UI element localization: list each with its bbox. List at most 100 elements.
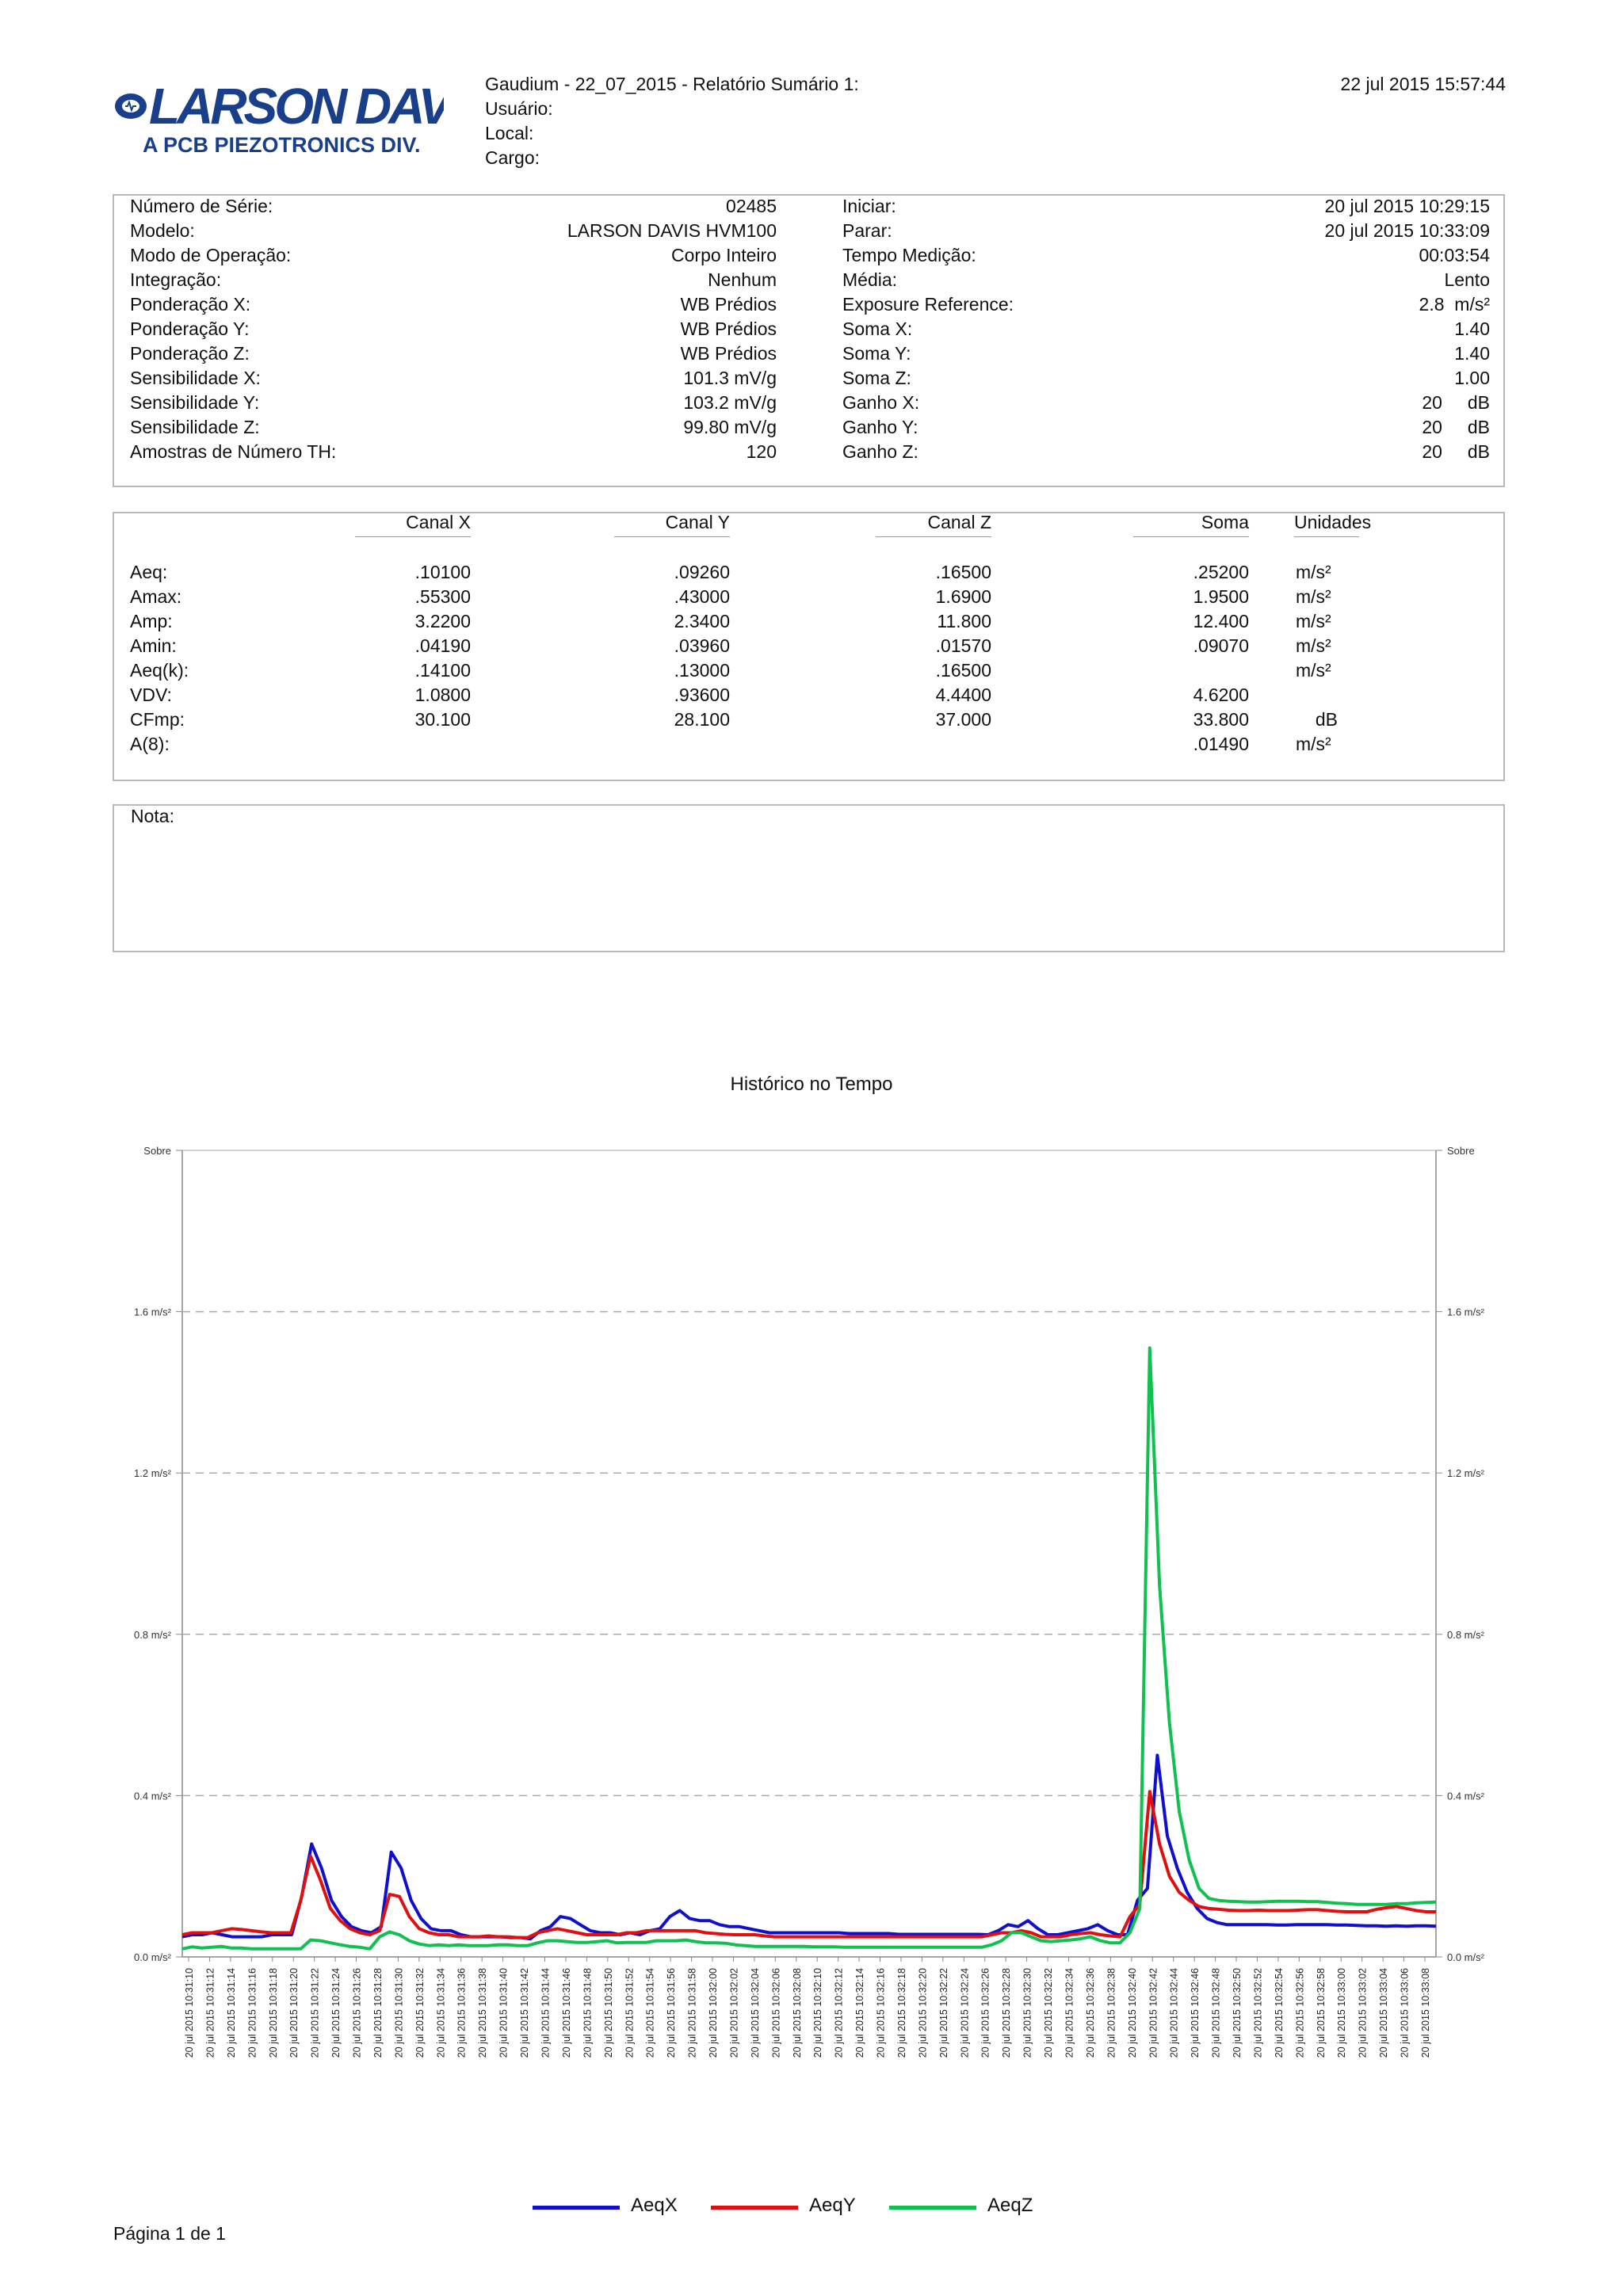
- x-tick-label: 20 jul 2015 10:32:20: [917, 1968, 928, 2058]
- result-row-label: VDV:: [130, 685, 172, 705]
- info-left-label: Integração:: [130, 269, 222, 290]
- x-tick-label: 20 jul 2015 10:32:36: [1085, 1968, 1096, 2058]
- x-tick-label: 20 jul 2015 10:32:04: [750, 1968, 761, 2058]
- logo-sub-text: A PCB PIEZOTRONICS DIV.: [143, 133, 421, 157]
- info-right-value: 00:03:54: [1419, 245, 1490, 265]
- info-right-value: 2.8 m/s²: [1419, 294, 1490, 315]
- result-cell-x: 3.2200: [414, 611, 471, 631]
- x-tick-label: 20 jul 2015 10:32:46: [1190, 1968, 1201, 2058]
- info-right-label: Soma X:: [842, 318, 913, 339]
- x-tick-label: 20 jul 2015 10:31:38: [477, 1968, 488, 2058]
- x-tick-label: 20 jul 2015 10:32:54: [1274, 1968, 1285, 2058]
- column-header: Canal X: [355, 512, 471, 537]
- result-row-label: CFmp:: [130, 709, 185, 730]
- info-left-label: Número de Série:: [130, 196, 273, 216]
- info-left-value: LARSON DAVIS HVM100: [567, 220, 777, 241]
- legend-swatch-aeqx: [533, 2206, 620, 2210]
- x-tick-label: 20 jul 2015 10:31:18: [268, 1968, 279, 2058]
- logo-mark-icon: LARSON DAVIS A PCB PIEZOTRONICS DIV.: [115, 78, 497, 157]
- legend-label-aeqy: AeqY: [809, 2195, 856, 2216]
- column-header: Canal Y: [614, 512, 730, 537]
- info-left-label: Amostras de Número TH:: [130, 441, 337, 462]
- x-tick-label: 20 jul 2015 10:31:30: [393, 1968, 404, 2058]
- legend-item-aeqy: AeqY: [711, 2195, 869, 2218]
- report-datetime: 22 jul 2015 15:57:44: [1340, 74, 1506, 94]
- result-cell-soma: 1.9500: [1193, 586, 1249, 607]
- page-number: Página 1 de 1: [113, 2223, 226, 2244]
- result-cell-unit: m/s²: [1296, 611, 1331, 631]
- series-line-aeqx: [181, 1753, 1437, 1941]
- y-tick-label-right: Sobre: [1447, 1145, 1475, 1157]
- x-tick-label: 20 jul 2015 10:31:56: [666, 1968, 677, 2058]
- legend-label-aeqx: AeqX: [631, 2195, 678, 2216]
- result-cell-z: 1.6900: [935, 586, 991, 607]
- x-tick-label: 20 jul 2015 10:32:12: [834, 1968, 845, 2058]
- legend-item-aeqx: AeqX: [533, 2195, 691, 2218]
- result-cell-x: .55300: [414, 586, 471, 607]
- x-tick-label: 20 jul 2015 10:32:26: [980, 1968, 991, 2058]
- result-cell-unit: dB: [1315, 709, 1338, 730]
- result-cell-z: 37.000: [935, 709, 991, 730]
- usuario-label: Usuário:: [485, 98, 553, 119]
- info-left-label: Ponderação X:: [130, 294, 251, 315]
- x-tick-label: 20 jul 2015 10:31:50: [603, 1968, 614, 2058]
- x-tick-label: 20 jul 2015 10:31:36: [456, 1968, 468, 2058]
- x-tick-label: 20 jul 2015 10:31:48: [582, 1968, 593, 2058]
- x-tick-label: 20 jul 2015 10:32:58: [1316, 1968, 1327, 2058]
- result-row-label: A(8):: [130, 734, 170, 754]
- result-cell-x: .10100: [414, 562, 471, 582]
- info-right-label: Ganho Y:: [842, 417, 918, 437]
- result-cell-z: .01570: [935, 635, 991, 656]
- info-right-value: 20 jul 2015 10:29:15: [1324, 196, 1490, 216]
- y-tick-label-right: 0.4 m/s²: [1447, 1790, 1485, 1802]
- info-left-value: 120: [746, 441, 777, 462]
- x-tick-label: 20 jul 2015 10:31:20: [288, 1968, 300, 2058]
- info-right-value: 20 dB: [1422, 441, 1490, 462]
- result-row-label: Amax:: [130, 586, 182, 607]
- info-right-label: Tempo Medição:: [842, 245, 976, 265]
- info-right-value: 20 jul 2015 10:33:09: [1324, 220, 1490, 241]
- local-label: Local:: [485, 123, 534, 143]
- info-right-label: Soma Y:: [842, 343, 911, 364]
- x-tick-label: 20 jul 2015 10:32:22: [938, 1968, 949, 2058]
- x-tick-label: 20 jul 2015 10:31:52: [624, 1968, 635, 2058]
- result-cell-z: 11.800: [937, 611, 991, 631]
- x-tick-label: 20 jul 2015 10:32:48: [1211, 1968, 1222, 2058]
- y-tick-label-left: Sobre: [143, 1145, 171, 1157]
- x-tick-label: 20 jul 2015 10:32:06: [770, 1968, 781, 2058]
- info-left-label: Sensibilidade Y:: [130, 392, 260, 413]
- x-tick-label: 20 jul 2015 10:32:32: [1043, 1968, 1054, 2058]
- info-right-value: 20 dB: [1422, 417, 1490, 437]
- result-cell-y: .43000: [674, 586, 730, 607]
- result-cell-y: 28.100: [674, 709, 730, 730]
- info-right-value: Lento: [1444, 269, 1490, 290]
- x-tick-label: 20 jul 2015 10:33:02: [1358, 1968, 1369, 2058]
- x-tick-label: 20 jul 2015 10:32:08: [792, 1968, 803, 2058]
- x-tick-label: 20 jul 2015 10:32:38: [1106, 1968, 1117, 2058]
- x-tick-label: 20 jul 2015 10:31:28: [372, 1968, 384, 2058]
- x-tick-label: 20 jul 2015 10:33:06: [1400, 1968, 1411, 2058]
- result-cell-y: .13000: [674, 660, 730, 681]
- results-box: [113, 512, 1505, 781]
- info-left-label: Ponderação Z:: [130, 343, 250, 364]
- info-right-label: Ganho Z:: [842, 441, 918, 462]
- info-left-label: Sensibilidade X:: [130, 368, 261, 388]
- result-cell-z: .16500: [935, 562, 991, 582]
- result-cell-x: 30.100: [414, 709, 471, 730]
- result-cell-soma: .25200: [1193, 562, 1249, 582]
- info-left-value: Corpo Inteiro: [671, 245, 777, 265]
- info-left-label: Modo de Operação:: [130, 245, 292, 265]
- info-right-label: Parar:: [842, 220, 892, 241]
- x-tick-label: 20 jul 2015 10:32:44: [1169, 1968, 1180, 2058]
- series-line-aeqz: [181, 1346, 1437, 1951]
- x-tick-label: 20 jul 2015 10:32:10: [812, 1968, 823, 2058]
- x-tick-label: 20 jul 2015 10:31:34: [435, 1968, 446, 2058]
- x-tick-label: 20 jul 2015 10:33:00: [1336, 1968, 1347, 2058]
- info-left-value: 99.80 mV/g: [683, 417, 777, 437]
- info-left-value: Nenhum: [708, 269, 777, 290]
- result-cell-y: .03960: [674, 635, 730, 656]
- x-tick-label: 20 jul 2015 10:31:54: [645, 1968, 656, 2058]
- x-tick-label: 20 jul 2015 10:31:40: [498, 1968, 510, 2058]
- result-row-label: Aeq(k):: [130, 660, 189, 681]
- logo-brand-text: LARSON DAVIS: [149, 82, 444, 135]
